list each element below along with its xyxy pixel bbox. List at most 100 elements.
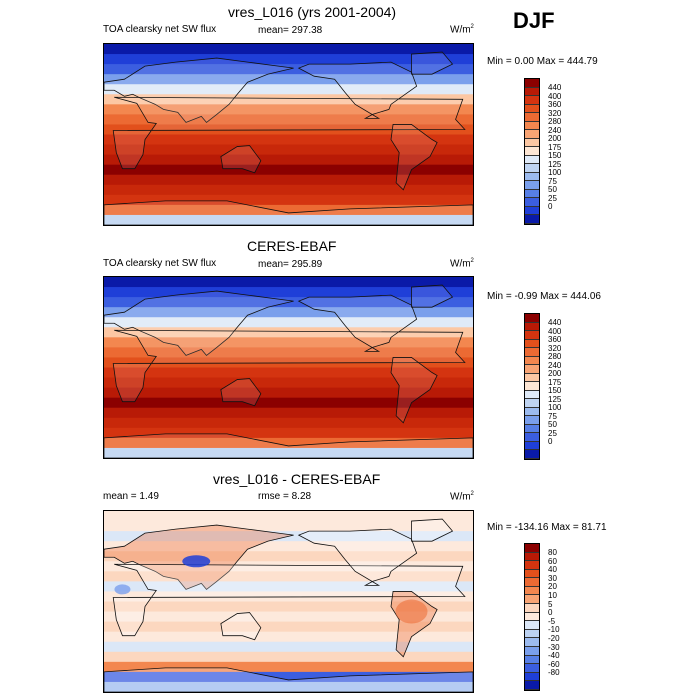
colorbar-tick-label: 100 [548,168,562,178]
panel-title: vres_L016 (yrs 2001-2004) [228,4,397,20]
colorbar-tick-label: 320 [548,108,562,118]
panel-title: CERES-EBAF [247,238,337,254]
colorbar-swatch [525,416,539,425]
colorbar-swatch [525,113,539,122]
colorbar-tick-label: 125 [548,159,562,169]
colorbar-swatch [525,322,539,332]
colorbar-swatch [525,198,539,207]
colorbar-swatch [525,612,539,622]
colorbar-tick-label: 440 [548,318,562,328]
colorbar-swatch [525,314,539,323]
colorbar-tick-label: 40 [548,565,557,575]
colorbar-tick-label: 30 [548,573,557,583]
colorbar-tick-label: -10 [548,625,560,635]
colorbar-swatch [525,681,539,690]
colorbar-swatch [525,147,539,156]
colorbar-swatch [525,450,539,459]
colorbar-swatch [525,189,539,199]
colorbar-swatch [525,390,539,400]
colorbar-swatch [525,348,539,357]
colorbar-swatch [525,365,539,374]
colorbar-tick-label: 150 [548,151,562,161]
colorbar-tick-label: 50 [548,185,557,195]
colorbar-tick-label: 320 [548,343,562,353]
colorbar-tick-label: 75 [548,176,557,186]
colorbar-swatch [525,586,539,596]
colorbar-tick-label: 400 [548,326,562,336]
colorbar-swatch [525,104,539,114]
colorbar-swatch [525,399,539,408]
colorbar-swatch [525,121,539,131]
colorbar-swatch [525,382,539,391]
colorbar-tick-label: 0 [548,608,553,618]
minmax-label: Min = -0.99 Max = 444.06 [487,291,601,302]
map-panel-difference [103,510,474,693]
colorbar-swatch [525,96,539,105]
colorbar-swatch [525,407,539,417]
colorbar-swatch [525,638,539,647]
colorbar-tick-label: 60 [548,556,557,566]
mean-label: mean= 295.89 [258,259,323,270]
colorbar-swatch [525,331,539,340]
colorbar-swatch [525,561,539,570]
colorbar-tick-label: 25 [548,428,557,438]
colorbar-tick-label: -30 [548,642,560,652]
colorbar-tick-label: 0 [548,437,553,447]
colorbar-tick-label: 50 [548,420,557,430]
colorbar-tick-label: 80 [548,548,557,558]
minmax-label: Min = 0.00 Max = 444.79 [487,56,598,67]
colorbar-tick-label: 125 [548,394,562,404]
colorbar-tick-label: 100 [548,403,562,413]
colorbar-swatch [525,130,539,139]
colorbar-swatch [525,181,539,190]
colorbar-swatch [525,164,539,173]
colorbar-swatch [525,356,539,366]
colorbar-swatch [525,138,539,148]
variable-label: TOA clearsky net SW flux [103,258,217,269]
colorbar-swatch [525,646,539,656]
colorbar-tick-label: 200 [548,369,562,379]
unit-label: W/m2 [450,24,474,36]
colorbar-tick-label: 440 [548,83,562,93]
colorbar-tick-label: 175 [548,377,562,387]
season-label: DJF [513,8,555,33]
colorbar-tick-label: 175 [548,142,562,152]
colorbar-swatch [525,655,539,665]
mean-label: mean= 297.38 [258,25,323,36]
colorbar-swatch [525,155,539,165]
colorbar-tick-label: -20 [548,633,560,643]
colorbar-swatch [525,595,539,605]
colorbar-swatch [525,544,539,553]
colorbar-tick-label: 360 [548,100,562,110]
colorbar-swatch [525,339,539,349]
colorbar-tick-label: 400 [548,91,562,101]
colorbar-tick-label: 280 [548,117,562,127]
colorbar-tick-label: 240 [548,125,562,135]
colorbar-swatch [525,552,539,562]
colorbar-tick-label: 10 [548,591,557,601]
colorbar-tick-label: 240 [548,360,562,370]
colorbar-tick-label: 0 [548,202,553,212]
colorbar-swatch [525,433,539,442]
colorbar-swatch [525,206,539,216]
colorbar-tick-label: 25 [548,193,557,203]
colorbar-tick-label: -60 [548,659,560,669]
colorbar-tick-label: 200 [548,134,562,144]
unit-label: W/m2 [450,258,474,270]
variable-label: TOA clearsky net SW flux [103,24,217,35]
colorbar-swatch [525,215,539,224]
colorbar-tick-label: 280 [548,352,562,362]
colorbar-swatch [525,569,539,579]
colorbar-tick-label: -80 [548,668,560,678]
colorbar-swatch [525,629,539,639]
map-panel-model [103,43,474,226]
colorbar-swatch [525,87,539,97]
panel-title: vres_L016 - CERES-EBAF [213,471,381,487]
colorbar-tick-label: 150 [548,386,562,396]
colorbar-tick-label: 5 [548,599,553,609]
colorbar-swatch [525,621,539,630]
colorbar-swatch [525,172,539,182]
colorbar-model [524,78,540,225]
colorbar-tick-label: -40 [548,651,560,661]
